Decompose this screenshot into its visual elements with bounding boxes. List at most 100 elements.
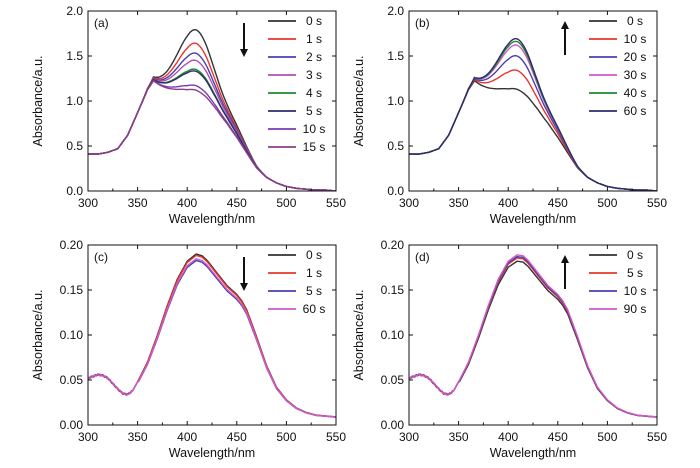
legend-label: 10 s bbox=[624, 32, 647, 46]
panel-b: 300 350 400 450 500 550 0.0 0.5 1.0 1.5 2.0 Wavelen… bbox=[352, 4, 667, 226]
x-tick-label: 350 bbox=[449, 430, 469, 444]
series-line-0s bbox=[409, 79, 657, 191]
x-tick-label: 350 bbox=[449, 196, 469, 210]
arrow-down-icon bbox=[240, 49, 248, 57]
series-line-5s bbox=[88, 259, 336, 418]
legend-label: 60 s bbox=[303, 302, 326, 316]
series-line-0s bbox=[88, 253, 336, 418]
y-axis-title: Absorbance/a.u. bbox=[31, 55, 45, 146]
y-tick-label: 2.0 bbox=[387, 4, 404, 18]
series-line-4s bbox=[88, 68, 336, 191]
x-tick-label: 400 bbox=[498, 196, 518, 210]
legend-label: 10 s bbox=[624, 284, 647, 298]
y-tick-label: 0.15 bbox=[60, 283, 84, 297]
x-axis-title: Wavelength/nm bbox=[490, 212, 576, 226]
x-tick-label: 550 bbox=[326, 430, 346, 444]
x-tick-label: 450 bbox=[548, 196, 568, 210]
y-tick-label: 0.0 bbox=[387, 184, 404, 198]
y-tick-label: 0.00 bbox=[381, 418, 405, 432]
series-line-10s bbox=[409, 69, 657, 191]
x-tick-label: 450 bbox=[227, 196, 247, 210]
x-tick-label: 550 bbox=[647, 196, 667, 210]
x-tick-label: 400 bbox=[177, 196, 197, 210]
x-tick-label: 400 bbox=[177, 430, 197, 444]
x-tick-label: 300 bbox=[399, 430, 419, 444]
legend-label: 0 s bbox=[306, 248, 322, 262]
legend-label: 15 s bbox=[303, 140, 326, 154]
y-axis-title: Absorbance/a.u. bbox=[31, 289, 45, 380]
y-tick-label: 0.5 bbox=[387, 139, 404, 153]
legend-label: 5 s bbox=[627, 266, 643, 280]
panel-d: 300 350 400 450 500 550 0.00 0.05 0.10 0.15 0.20 Wa… bbox=[352, 238, 667, 460]
y-tick-label: 0.15 bbox=[381, 283, 405, 297]
legend-label: 90 s bbox=[624, 302, 647, 316]
series-group bbox=[409, 37, 657, 191]
series-line-5s bbox=[409, 257, 657, 418]
y-tick-label: 1.5 bbox=[387, 49, 404, 63]
x-tick-label: 500 bbox=[276, 430, 296, 444]
x-axis-title: Wavelength/nm bbox=[490, 446, 576, 460]
plot-frame bbox=[408, 10, 658, 192]
legend-label: 40 s bbox=[624, 86, 647, 100]
y-tick-label: 0.10 bbox=[381, 328, 405, 342]
legend-label: 1 s bbox=[306, 32, 322, 46]
y-tick-label: 0.20 bbox=[381, 238, 405, 252]
series-line-20s bbox=[409, 55, 657, 191]
series-line-2s bbox=[88, 52, 336, 191]
legend-label: 1 s bbox=[306, 266, 322, 280]
y-tick-label: 0.10 bbox=[60, 328, 84, 342]
x-tick-label: 350 bbox=[128, 430, 148, 444]
series-line-60s bbox=[88, 258, 336, 418]
series-group bbox=[88, 253, 336, 418]
x-tick-label: 450 bbox=[548, 430, 568, 444]
y-tick-label: 1.0 bbox=[66, 94, 83, 108]
x-axis-title: Wavelength/nm bbox=[169, 212, 255, 226]
y-tick-label: 0.05 bbox=[60, 373, 84, 387]
legend-label: 10 s bbox=[303, 122, 326, 136]
x-tick-label: 300 bbox=[399, 196, 419, 210]
legend-label: 0 s bbox=[627, 248, 643, 262]
arrow-down-icon bbox=[240, 283, 248, 291]
x-tick-label: 450 bbox=[227, 430, 247, 444]
series-line-15s bbox=[88, 79, 336, 191]
x-tick-label: 300 bbox=[78, 196, 98, 210]
panel-a: 300 350 400 450 500 550 0.0 0.5 1.0 1.5 2.0 Wavelen… bbox=[31, 4, 346, 226]
y-axis-title: Absorbance/a.u. bbox=[352, 289, 366, 380]
y-tick-label: 0.00 bbox=[60, 418, 84, 432]
panel-c: 300 350 400 450 500 550 0.00 0.05 0.10 0.15 0.20 Wa… bbox=[31, 238, 346, 460]
x-tick-label: 500 bbox=[597, 430, 617, 444]
legend-label: 30 s bbox=[624, 68, 647, 82]
panel-label: (d) bbox=[415, 250, 430, 264]
x-tick-label: 550 bbox=[647, 430, 667, 444]
legend-label: 3 s bbox=[306, 68, 322, 82]
legend-label: 0 s bbox=[306, 14, 322, 28]
x-tick-label: 550 bbox=[326, 196, 346, 210]
series-group bbox=[88, 29, 336, 191]
series-line-0s bbox=[88, 29, 336, 191]
x-tick-label: 500 bbox=[276, 196, 296, 210]
series-line-10s bbox=[88, 79, 336, 191]
legend-label: 2 s bbox=[306, 50, 322, 64]
series-line-1s bbox=[88, 42, 336, 191]
y-tick-label: 1.0 bbox=[387, 94, 404, 108]
x-tick-label: 500 bbox=[597, 196, 617, 210]
legend-label: 4 s bbox=[306, 86, 322, 100]
panel-label: (b) bbox=[415, 16, 430, 30]
legend-label: 5 s bbox=[306, 104, 322, 118]
series-line-40s bbox=[409, 40, 657, 191]
series-line-60s bbox=[409, 37, 657, 191]
x-tick-label: 350 bbox=[128, 196, 148, 210]
legend-label: 20 s bbox=[624, 50, 647, 64]
y-tick-label: 0.05 bbox=[381, 373, 405, 387]
series-group bbox=[409, 254, 657, 418]
arrow-up-icon bbox=[561, 255, 569, 263]
arrow-up-icon bbox=[561, 21, 569, 29]
legend-label: 0 s bbox=[627, 14, 643, 28]
y-tick-label: 1.5 bbox=[66, 49, 83, 63]
y-axis-title: Absorbance/a.u. bbox=[352, 55, 366, 146]
y-tick-label: 0.0 bbox=[66, 184, 83, 198]
x-axis-title: Wavelength/nm bbox=[169, 446, 255, 460]
y-tick-label: 0.20 bbox=[60, 238, 84, 252]
y-tick-label: 2.0 bbox=[66, 4, 83, 18]
